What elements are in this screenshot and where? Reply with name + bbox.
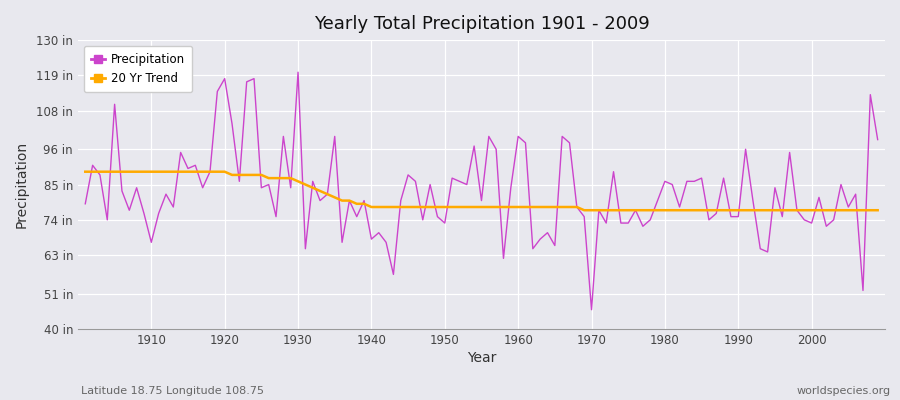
Text: worldspecies.org: worldspecies.org [796,386,891,396]
X-axis label: Year: Year [467,351,496,365]
Y-axis label: Precipitation: Precipitation [15,141,29,228]
Text: Latitude 18.75 Longitude 108.75: Latitude 18.75 Longitude 108.75 [81,386,264,396]
Title: Yearly Total Precipitation 1901 - 2009: Yearly Total Precipitation 1901 - 2009 [313,15,649,33]
Legend: Precipitation, 20 Yr Trend: Precipitation, 20 Yr Trend [84,46,193,92]
